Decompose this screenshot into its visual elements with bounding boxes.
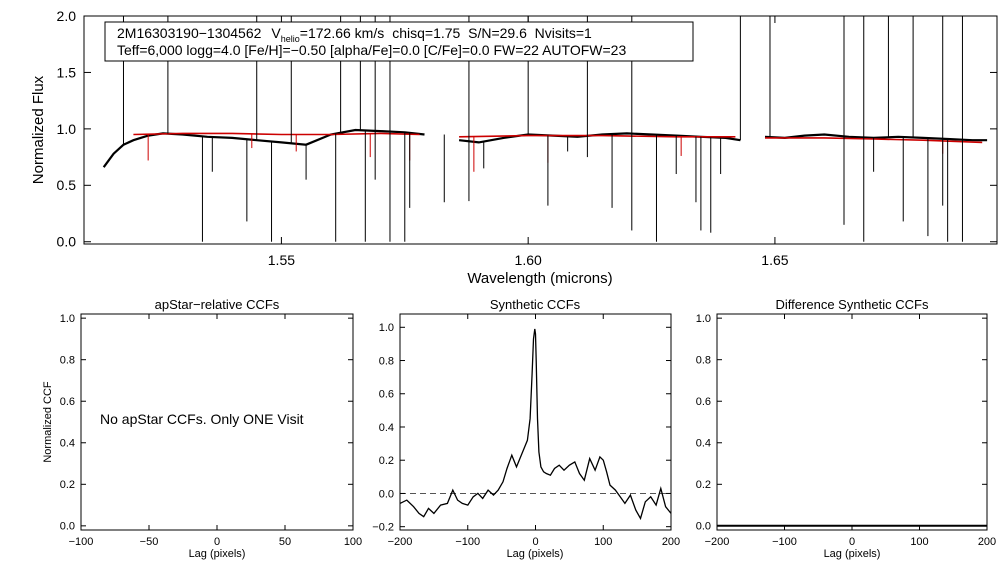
difference-ccf-y-tick-label: 1.0 <box>696 313 711 325</box>
apstar-ccf-y-axis-label: Normalized CCF <box>42 381 54 463</box>
difference-ccf-panel: 0.0 0.2 0.4 0.6 0.8 1.0 −200 −100 0 100 200 Diffe… <box>696 297 996 560</box>
apstar-ccf-y-tick-label: 0.6 <box>60 396 75 408</box>
difference-ccf-y-tick-label: 0.8 <box>696 355 711 367</box>
difference-ccf-x-tick-label: −100 <box>772 536 797 548</box>
synthetic-ccf-x-tick-label: 200 <box>662 536 680 548</box>
apstar-ccf-y-ticks: 0.0 0.2 0.4 0.6 0.8 1.0 <box>60 313 353 533</box>
apstar-ccf-x-tick-label: 50 <box>279 536 291 548</box>
apstar-ccf-y-tick-label: 0.8 <box>60 355 75 367</box>
difference-ccf-plot-frame <box>716 313 988 531</box>
spectrum-y-tick-label: 0.5 <box>57 177 77 193</box>
difference-ccf-y-tick-label: 0.4 <box>696 438 711 450</box>
annotation-line-1: 2M16303190−1304562 Vhelio=172.66 km/s chis… <box>117 25 592 44</box>
synthetic-ccf-y-tick-label: 0.4 <box>379 422 394 434</box>
apstar-ccf-y-tick-label: 1.0 <box>60 313 75 325</box>
difference-ccf-x-ticks: −200 −100 0 100 200 <box>705 314 996 548</box>
difference-ccf-y-tick-label: 0.6 <box>696 396 711 408</box>
synthetic-ccf-y-tick-label: 0.0 <box>379 488 394 500</box>
observed-spectrum-segment <box>102 128 425 168</box>
synthetic-ccf-title: Synthetic CCFs <box>490 297 581 312</box>
synthetic-ccf-x-tick-label: 100 <box>594 536 612 548</box>
apstar-ccf-y-tick-label: 0.0 <box>60 521 75 533</box>
difference-ccf-x-tick-label: −200 <box>705 536 730 548</box>
annotation-v-value: =172.66 km/s <box>300 25 384 41</box>
apstar-ccf-x-tick-label: 100 <box>344 536 362 548</box>
observed-spectrum-segment <box>458 132 741 144</box>
observed-spectrum-segment <box>764 133 988 142</box>
synthetic-ccf-line <box>399 328 672 521</box>
difference-ccf-x-axis-label: Lag (pixels) <box>824 548 881 560</box>
synthetic-spectrum-segment <box>133 132 420 136</box>
difference-ccf-x-tick-label: 100 <box>910 536 928 548</box>
difference-ccf-y-ticks: 0.0 0.2 0.4 0.6 0.8 1.0 <box>696 313 987 533</box>
spectrum-y-axis-label: Normalized Flux <box>30 75 47 184</box>
synthetic-ccf-x-tick-label: 0 <box>532 536 538 548</box>
spectrum-x-tick-label: 1.55 <box>268 252 295 268</box>
spectrum-annotation-box: 2M16303190−1304562 Vhelio=172.66 km/s chis… <box>104 21 694 62</box>
annotation-star-id: 2M16303190−1304562 <box>117 25 262 41</box>
apstar-ccf-title: apStar−relative CCFs <box>155 297 280 312</box>
synthetic-ccf-x-tick-label: −200 <box>388 536 413 548</box>
apstar-ccf-x-tick-label: −100 <box>69 536 94 548</box>
apstar-ccf-x-axis-label: Lag (pixels) <box>189 548 246 560</box>
spectrum-x-tick-label: 1.60 <box>515 252 542 268</box>
spectrum-panel: 0.0 0.5 1.0 1.5 2.0 1.55 1.60 1.65 Wavelength … <box>30 8 998 287</box>
synthetic-ccf-series-layer <box>399 328 672 521</box>
difference-ccf-title: Difference Synthetic CCFs <box>776 297 929 312</box>
synthetic-ccf-x-axis-label: Lag (pixels) <box>507 548 564 560</box>
synthetic-ccf-y-ticks: −0.2 0.0 0.2 0.4 0.6 0.8 1.0 <box>372 322 671 534</box>
difference-ccf-y-tick-label: 0.0 <box>696 521 711 533</box>
difference-ccf-x-tick-label: 200 <box>978 536 996 548</box>
spectrum-y-tick-label: 0.0 <box>57 234 77 250</box>
apstar-ccf-panel: 0.0 0.2 0.4 0.6 0.8 1.0 −100 −50 0 50 100 apStar−… <box>42 297 362 560</box>
apstar-ccf-x-tick-label: 0 <box>214 536 220 548</box>
spectrum-y-tick-label: 2.0 <box>57 8 77 24</box>
difference-ccf-y-tick-label: 0.2 <box>696 479 711 491</box>
spectrum-y-tick-label: 1.0 <box>57 121 77 137</box>
synthetic-ccf-x-ticks: −200 −100 0 100 200 <box>388 314 680 548</box>
synthetic-ccf-y-tick-label: 1.0 <box>379 322 394 334</box>
synthetic-ccf-x-tick-label: −100 <box>455 536 480 548</box>
synthetic-ccf-y-tick-label: 0.2 <box>379 455 394 467</box>
apstar-ccf-annotation: No apStar CCFs. Only ONE Visit <box>100 411 304 427</box>
spectrum-x-ticks: 1.55 1.60 1.65 <box>268 16 789 268</box>
annotation-line-2: Teff=6,000 logg=4.0 [Fe/H]=−0.50 [alpha/… <box>117 42 626 58</box>
synthetic-ccf-y-tick-label: −0.2 <box>372 522 394 534</box>
annotation-stats: chisq=1.75 S/N=29.6 Nvisits=1 <box>392 25 592 41</box>
annotation-v-prefix: V <box>271 25 281 41</box>
synthetic-ccf-panel: −0.2 0.0 0.2 0.4 0.6 0.8 1.0 −200 −100 0 100 200 S… <box>372 297 680 560</box>
annotation-box-frame <box>104 21 694 62</box>
spectrum-plot-frame <box>83 15 998 245</box>
difference-ccf-x-tick-label: 0 <box>849 536 855 548</box>
apstar-ccf-y-tick-label: 0.4 <box>60 438 75 450</box>
spectrum-y-ticks: 0.0 0.5 1.0 1.5 2.0 <box>57 8 997 250</box>
synthetic-ccf-y-tick-label: 0.8 <box>379 355 394 367</box>
apstar-ccf-x-tick-label: −50 <box>140 536 159 548</box>
annotation-v-subscript: helio <box>281 34 300 44</box>
apstar-ccf-x-ticks: −100 −50 0 50 100 <box>69 314 362 548</box>
spectrum-x-tick-label: 1.65 <box>761 252 788 268</box>
spectrum-y-tick-label: 1.5 <box>57 64 77 80</box>
apstar-ccf-y-tick-label: 0.2 <box>60 479 75 491</box>
synthetic-ccf-y-tick-label: 0.6 <box>379 389 394 401</box>
spectrum-x-axis-label: Wavelength (microns) <box>467 270 612 287</box>
